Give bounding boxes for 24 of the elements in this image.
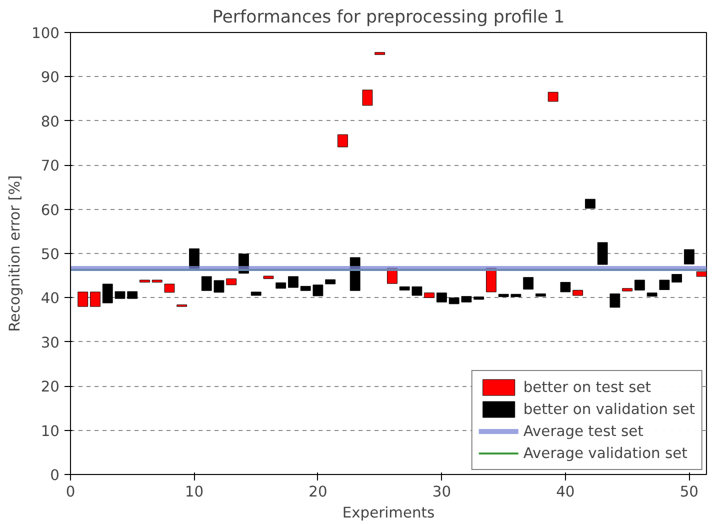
- x-tick-label: 50: [680, 484, 699, 500]
- y-tick-label: 20: [40, 378, 60, 396]
- x-tick-label: 0: [66, 484, 76, 500]
- x-axis-title: Experiments: [342, 504, 435, 522]
- legend-label: better on validation set: [523, 400, 695, 418]
- x-tick-label: 10: [184, 484, 204, 500]
- legend-label: better on test set: [523, 378, 651, 396]
- y-tick-label: 80: [40, 113, 60, 130]
- y-tick-label: 30: [40, 334, 60, 352]
- chart-title: Performances for preprocessing profile 1: [212, 8, 565, 28]
- x-tick-label: 20: [308, 484, 328, 500]
- y-tick-label: 90: [40, 69, 60, 86]
- y-tick-label: 40: [40, 290, 60, 308]
- legend-label: Average test set: [523, 422, 644, 440]
- y-axis-title: Recognition error [%]: [6, 175, 24, 332]
- y-tick-label: 0: [50, 467, 60, 484]
- x-tick-label: 40: [556, 484, 575, 500]
- legend-label: Average validation set: [523, 444, 688, 462]
- y-tick-label: 50: [40, 246, 60, 263]
- x-tick-label: 30: [432, 484, 452, 500]
- y-tick-label: 100: [32, 25, 60, 42]
- y-tick-label: 60: [40, 202, 60, 219]
- y-tick-label: 70: [40, 158, 60, 175]
- y-tick-label: 10: [40, 422, 60, 440]
